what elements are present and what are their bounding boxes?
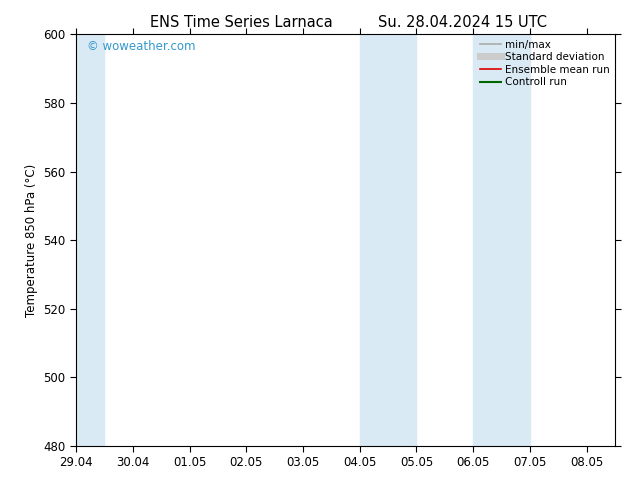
Legend: min/max, Standard deviation, Ensemble mean run, Controll run: min/max, Standard deviation, Ensemble me… <box>478 37 612 89</box>
Bar <box>473 34 501 446</box>
Bar <box>501 34 530 446</box>
Text: Su. 28.04.2024 15 UTC: Su. 28.04.2024 15 UTC <box>378 15 547 30</box>
Bar <box>359 34 388 446</box>
Text: © woweather.com: © woweather.com <box>87 41 195 53</box>
Y-axis label: Temperature 850 hPa (°C): Temperature 850 hPa (°C) <box>25 164 38 317</box>
Bar <box>388 34 417 446</box>
Bar <box>76 34 105 446</box>
Text: ENS Time Series Larnaca: ENS Time Series Larnaca <box>150 15 332 30</box>
